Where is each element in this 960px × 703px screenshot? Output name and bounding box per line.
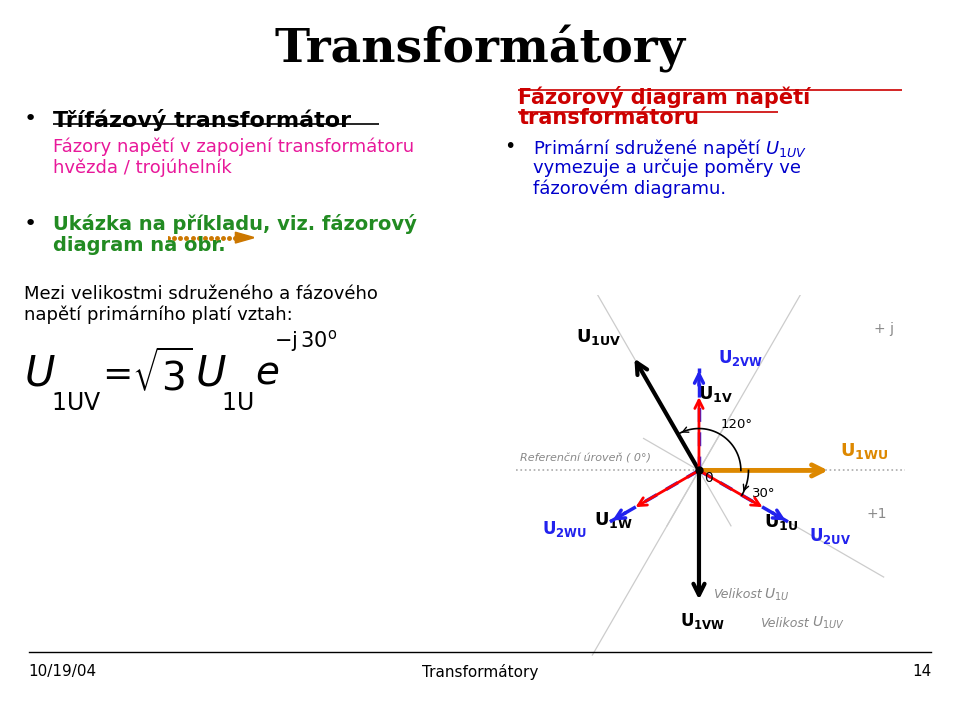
Text: Třífázový transformátor: Třífázový transformátor <box>53 109 351 131</box>
Text: $\mathregular{1U}$: $\mathregular{1U}$ <box>222 391 253 415</box>
Text: Fázory napětí v zapojení transformátoru: Fázory napětí v zapojení transformátoru <box>53 137 414 155</box>
Text: $\mathregular{1UV}$: $\mathregular{1UV}$ <box>51 391 101 415</box>
Text: 30°: 30° <box>753 486 776 500</box>
Text: $\sqrt{3}$: $\sqrt{3}$ <box>132 349 193 398</box>
Text: +1: +1 <box>867 507 887 521</box>
Text: vymezuje a určuje poměry ve: vymezuje a určuje poměry ve <box>533 158 801 176</box>
Text: 0: 0 <box>705 471 713 485</box>
Text: Transformátory: Transformátory <box>275 25 685 72</box>
Text: napětí primárního platí vztah:: napětí primárního platí vztah: <box>24 306 293 324</box>
Text: $\bf{U}_{1WU}$: $\bf{U}_{1WU}$ <box>840 441 889 461</box>
Text: diagram na obr.: diagram na obr. <box>53 236 226 254</box>
Text: Fázorový diagram napětí: Fázorový diagram napětí <box>518 86 810 108</box>
Text: $\bf{U}_{1VW}$: $\bf{U}_{1VW}$ <box>681 612 726 631</box>
Text: 10/19/04: 10/19/04 <box>29 664 97 679</box>
Text: $\bf{U}_{1U}$: $\bf{U}_{1U}$ <box>764 512 799 532</box>
Text: $U$: $U$ <box>24 352 56 394</box>
Text: $\bf{U}_{1V}$: $\bf{U}_{1V}$ <box>698 385 733 404</box>
Text: Velikost: Velikost <box>760 617 808 630</box>
Text: 14: 14 <box>912 664 931 679</box>
Text: •: • <box>504 137 516 156</box>
Text: hvězda / trojúhelník: hvězda / trojúhelník <box>53 158 231 176</box>
Text: fázorovém diagramu.: fázorovém diagramu. <box>533 179 726 198</box>
Text: $\bf{U}_{1W}$: $\bf{U}_{1W}$ <box>594 510 634 530</box>
Text: $\mathit{U}_{1U}$: $\mathit{U}_{1U}$ <box>764 586 789 602</box>
Text: 120°: 120° <box>720 418 753 431</box>
Text: $\mathit{U}_{1UV}$: $\mathit{U}_{1UV}$ <box>812 614 845 631</box>
Polygon shape <box>235 232 254 243</box>
Text: Mezi velikostmi sdruženého a fázového: Mezi velikostmi sdruženého a fázového <box>24 285 378 303</box>
Text: $\bf{U}_{1UV}$: $\bf{U}_{1UV}$ <box>576 327 621 347</box>
Text: $\bf{U}_{2WU}$: $\bf{U}_{2WU}$ <box>541 520 587 539</box>
Text: •: • <box>24 214 37 234</box>
Text: $\bf{U}_{2UV}$: $\bf{U}_{2UV}$ <box>809 526 851 546</box>
Text: $\bf{U}_{2VW}$: $\bf{U}_{2VW}$ <box>718 349 763 368</box>
Text: Primární sdružené napětí $\mathit{U}$$_{\mathit{1UV}}$: Primární sdružené napětí $\mathit{U}$$_{… <box>533 137 807 160</box>
Text: transformátoru: transformátoru <box>518 108 700 127</box>
Text: + j: + j <box>875 322 894 336</box>
Text: Ukázka na příkladu, viz. fázorový: Ukázka na příkladu, viz. fázorový <box>53 214 417 234</box>
Text: $e$: $e$ <box>255 355 279 392</box>
Text: $=$: $=$ <box>95 356 131 390</box>
Text: $\mathregular{-j\,30^o}$: $\mathregular{-j\,30^o}$ <box>274 328 337 354</box>
Text: $U$: $U$ <box>195 352 227 394</box>
Text: Transformátory: Transformátory <box>421 664 539 681</box>
Text: Referenční úroveň ( 0°): Referenční úroveň ( 0°) <box>520 453 651 463</box>
Text: Velikost: Velikost <box>712 588 761 601</box>
Text: •: • <box>24 109 37 129</box>
